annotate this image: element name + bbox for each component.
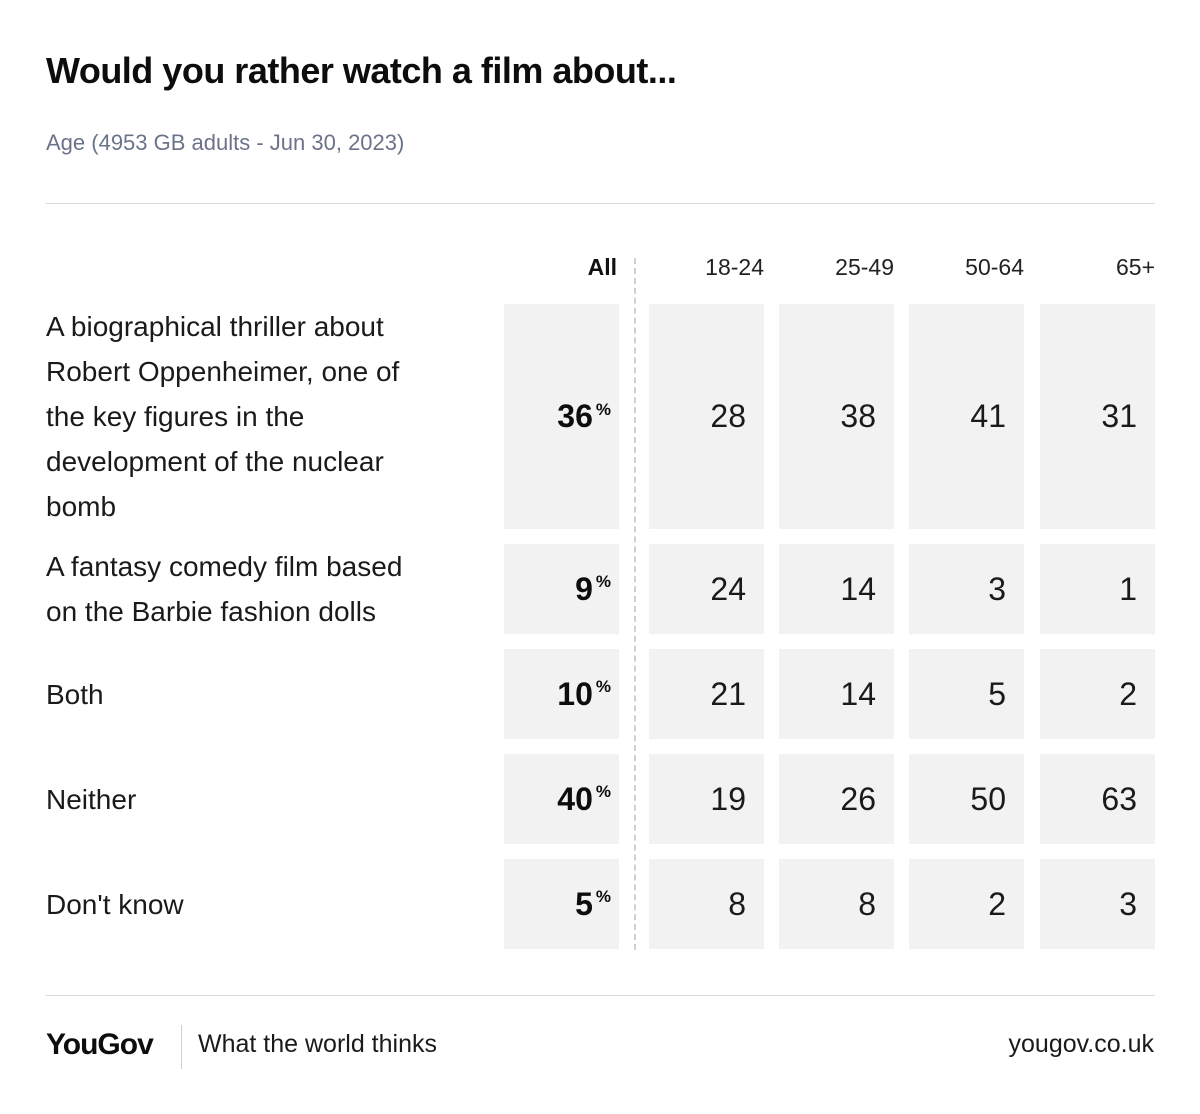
value-label: 14 (840, 675, 876, 712)
age-value-cell: 41 (909, 304, 1024, 529)
value-label: 10 (557, 675, 593, 712)
age-value-cell: 21 (649, 649, 764, 739)
row-label-line: bomb (46, 491, 117, 522)
age-value-cell: 2 (1040, 649, 1155, 739)
value-label: 3 (988, 570, 1006, 607)
value-label: 9 (575, 570, 593, 607)
all-column-divider (634, 258, 636, 950)
value-label: 24 (710, 570, 746, 607)
value-label: 38 (840, 398, 876, 434)
row-label-line: on the Barbie fashion dolls (46, 596, 376, 627)
age-value-cell: 24 (649, 544, 764, 634)
age-value-cell: 31 (1040, 304, 1155, 529)
all-value-cell: 40% (504, 754, 619, 844)
row-label-line: A biographical thriller about (46, 311, 384, 342)
column-header-50-64: 50-64 (965, 254, 1024, 280)
age-value-cell: 63 (1040, 754, 1155, 844)
logo-separator (181, 1025, 182, 1069)
age-value-cell: 3 (909, 544, 1024, 634)
percent-sign: % (595, 677, 611, 696)
value-label: 40 (557, 780, 593, 817)
age-value-cell: 14 (779, 649, 894, 739)
row-label: Neither (46, 754, 466, 844)
age-value-cell: 5 (909, 649, 1024, 739)
row-label-line: Robert Oppenheimer, one of (46, 356, 400, 387)
row-label-line: Both (46, 678, 104, 710)
value-label: 8 (728, 885, 746, 922)
value-label: 5 (988, 675, 1006, 712)
value-label: 50 (970, 780, 1006, 817)
percent-sign: % (595, 887, 611, 906)
tagline: What the world thinks (198, 1030, 437, 1058)
value-label: 2 (1119, 675, 1137, 712)
age-value-cell: 3 (1040, 859, 1155, 949)
age-value-cell: 14 (779, 544, 894, 634)
value-label: 1 (1119, 570, 1137, 607)
value-label: 41 (970, 398, 1006, 434)
value-label: 31 (1101, 398, 1137, 434)
age-value-cell: 38 (779, 304, 894, 529)
age-value-cell: 1 (1040, 544, 1155, 634)
row-label-line: development of the nuclear (46, 446, 384, 477)
age-value-cell: 19 (649, 754, 764, 844)
header-divider (46, 203, 1155, 204)
row-label: A biographical thriller about Robert Oppe… (46, 304, 466, 529)
age-value-cell: 28 (649, 304, 764, 529)
row-label-line: A fantasy comedy film based (46, 551, 403, 582)
row-label: Both (46, 649, 466, 739)
age-value-cell: 26 (779, 754, 894, 844)
chart-subtitle: Age (4953 GB adults - Jun 30, 2023) (46, 130, 405, 155)
row-label: Don't know (46, 859, 466, 949)
column-header-all: All (587, 254, 617, 280)
column-header-25-49: 25-49 (835, 254, 894, 280)
percent-sign: % (595, 782, 611, 801)
age-value-cell: 8 (779, 859, 894, 949)
value-label: 5 (575, 885, 593, 922)
age-value-cell: 2 (909, 859, 1024, 949)
row-label-line: Don't know (46, 888, 184, 920)
all-value-cell: 5% (504, 859, 619, 949)
value-label: 2 (988, 885, 1006, 922)
column-header-65plus: 65+ (1115, 254, 1155, 280)
percent-sign: % (595, 399, 611, 419)
row-label-line: Neither (46, 783, 137, 815)
age-value-cell: 50 (909, 754, 1024, 844)
all-value-cell: 36% (504, 304, 619, 529)
all-value-cell: 10% (504, 649, 619, 739)
chart-title: Would you rather watch a film about... (46, 50, 677, 91)
column-header-18-24: 18-24 (705, 254, 764, 280)
value-label: 21 (710, 675, 746, 712)
site-url: yougov.co.uk (1008, 1030, 1154, 1058)
value-label: 14 (840, 570, 876, 607)
value-label: 19 (710, 780, 746, 817)
value-label: 36 (557, 398, 593, 434)
value-label: 63 (1101, 780, 1137, 817)
all-value-cell: 9% (504, 544, 619, 634)
row-label-line: the key figures in the (46, 401, 305, 432)
row-label: A fantasy comedy film based on the Barbie… (46, 544, 466, 634)
value-label: 8 (858, 885, 876, 922)
value-label: 28 (710, 398, 746, 434)
age-value-cell: 8 (649, 859, 764, 949)
footer-divider (46, 995, 1155, 996)
value-label: 3 (1119, 885, 1137, 922)
value-label: 26 (840, 780, 876, 817)
yougov-logo: YouGov (46, 1028, 154, 1061)
percent-sign: % (595, 572, 611, 591)
